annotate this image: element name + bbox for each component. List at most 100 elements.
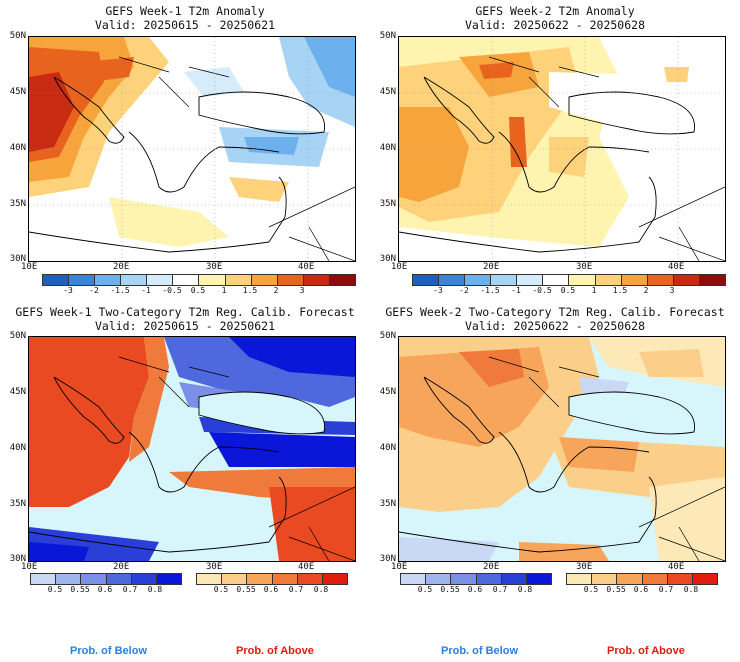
colorbar-swatch — [592, 574, 618, 584]
colorbar-swatch — [225, 275, 252, 285]
panel-valid-dates: Valid: 20250622 - 20250628 — [464, 18, 645, 32]
colorbar-tick-label: 3 — [669, 286, 675, 295]
colorbar-swatch — [199, 275, 226, 285]
probability-map — [28, 336, 356, 562]
lon-label: 30E — [206, 562, 223, 572]
colorbar-tick-label: 0.6 — [263, 585, 279, 594]
colorbar-swatch — [667, 574, 693, 584]
lat-label: 45N — [379, 387, 396, 397]
above-colorbar — [196, 573, 348, 585]
colorbar-swatch — [543, 275, 570, 285]
colorbar-swatch — [692, 574, 718, 584]
below-colorbar — [400, 573, 552, 585]
lat-label: 45N — [9, 87, 26, 97]
colorbar-swatch — [476, 574, 502, 584]
colorbar-tick-label: 0.6 — [633, 585, 649, 594]
colorbar-swatch — [303, 275, 330, 285]
colorbar-tick-label: 2 — [643, 286, 649, 295]
colorbar-swatch — [401, 574, 427, 584]
colorbar-tick-label: -3 — [63, 286, 73, 295]
colorbar-swatch — [329, 275, 355, 285]
colorbar-tick-label: 0.7 — [122, 585, 138, 594]
lon-label: 30E — [576, 262, 593, 272]
colorbar-tick-label: 0.5 — [583, 585, 599, 594]
colorbar-swatch — [526, 574, 552, 584]
above-colorbar — [566, 573, 718, 585]
colorbar-swatch — [297, 574, 323, 584]
colorbar-tick-label: 0.6 — [97, 585, 113, 594]
colorbar-tick-label: 0.5 — [213, 585, 229, 594]
lon-label: 20E — [113, 262, 130, 272]
probability-map-svg — [29, 337, 355, 561]
colorbar-swatch — [699, 275, 725, 285]
colorbar-tick-label: -2 — [89, 286, 99, 295]
colorbar-swatch — [173, 275, 200, 285]
panel-title: GEFS Week-2 T2m Anomaly — [475, 4, 635, 18]
colorbar-swatch — [95, 275, 122, 285]
lat-label: 45N — [379, 87, 396, 97]
lat-label: 30N — [9, 554, 26, 564]
colorbar-swatch — [106, 574, 132, 584]
colorbar-swatch — [322, 574, 348, 584]
colorbar-tick-label: 0.55 — [236, 585, 256, 594]
lat-label: 30N — [9, 254, 26, 264]
panel-valid-dates: Valid: 20250615 - 20250621 — [94, 319, 275, 333]
panel-week2-probability: GEFS Week-2 Two-Category T2m Reg. Calib.… — [370, 300, 740, 600]
lon-label: 30E — [576, 562, 593, 572]
colorbar-tick-label: -1 — [141, 286, 151, 295]
panel-week1-probability: GEFS Week-1 Two-Category T2m Reg. Calib.… — [0, 300, 370, 600]
prob-above-label: Prob. of Above — [236, 645, 314, 657]
lon-label: 30E — [206, 262, 223, 272]
lat-label: 50N — [9, 31, 26, 41]
lon-label: 40E — [298, 262, 315, 272]
colorbar-tick-label: 0.8 — [683, 585, 699, 594]
colorbar-tick-label: 0.55 — [70, 585, 90, 594]
colorbar-swatch — [222, 574, 248, 584]
colorbar-tick-label: 0.7 — [288, 585, 304, 594]
anomaly-map — [398, 36, 726, 262]
colorbar-tick-label: -1.5 — [480, 286, 500, 295]
colorbar-swatch — [501, 574, 527, 584]
colorbar-swatch — [121, 275, 148, 285]
anomaly-colorbar-ticks: -3 -2 -1.5 -1 -0.5 0.5 1 1.5 2 3 — [412, 286, 724, 298]
panel-title: GEFS Week-1 Two-Category T2m Reg. Calib.… — [15, 305, 355, 319]
colorbar-tick-label: 0.55 — [440, 585, 460, 594]
anomaly-colorbar-ticks: -3 -2 -1.5 -1 -0.5 0.5 1 1.5 2 3 — [42, 286, 354, 298]
panel-week1-anomaly: GEFS Week-1 T2m Anomaly Valid: 20250615 … — [0, 0, 370, 300]
colorbar-tick-label: 0.5 — [560, 286, 576, 295]
colorbar-tick-label: 1.5 — [242, 286, 258, 295]
lat-label: 40N — [9, 443, 26, 453]
colorbar-swatch — [621, 275, 648, 285]
prob-below-label: Prob. of Below — [70, 645, 147, 657]
colorbar-swatch — [569, 275, 596, 285]
colorbar-tick-label: -1.5 — [110, 286, 130, 295]
colorbar-tick-label: 1 — [221, 286, 227, 295]
panel-valid-dates: Valid: 20250615 - 20250621 — [94, 18, 275, 32]
colorbar-tick-label: 0.5 — [190, 286, 206, 295]
colorbar-swatch — [131, 574, 157, 584]
colorbar-tick-label: -0.5 — [532, 286, 552, 295]
colorbar-swatch — [272, 574, 298, 584]
lat-label: 40N — [379, 443, 396, 453]
colorbar-swatch — [147, 275, 174, 285]
lat-label: 30N — [379, 254, 396, 264]
lat-label: 50N — [379, 331, 396, 341]
lat-label: 40N — [379, 143, 396, 153]
anomaly-colorbar — [412, 274, 726, 286]
colorbar-swatch — [156, 574, 182, 584]
colorbar-tick-label: 0.7 — [492, 585, 508, 594]
colorbar-swatch — [247, 574, 273, 584]
colorbar-swatch — [491, 275, 518, 285]
colorbar-tick-label: 0.6 — [467, 585, 483, 594]
colorbar-tick-label: 0.7 — [658, 585, 674, 594]
colorbar-swatch — [465, 275, 492, 285]
lon-label: 10E — [391, 562, 408, 572]
panel-week2-anomaly: GEFS Week-2 T2m Anomaly Valid: 20250622 … — [370, 0, 740, 300]
colorbar-swatch — [251, 275, 278, 285]
prob-above-label: Prob. of Above — [607, 645, 685, 657]
colorbar-swatch — [567, 574, 593, 584]
colorbar-tick-label: 0.8 — [313, 585, 329, 594]
lon-label: 40E — [668, 262, 685, 272]
colorbar-swatch — [69, 275, 96, 285]
anomaly-map-svg — [29, 37, 355, 261]
